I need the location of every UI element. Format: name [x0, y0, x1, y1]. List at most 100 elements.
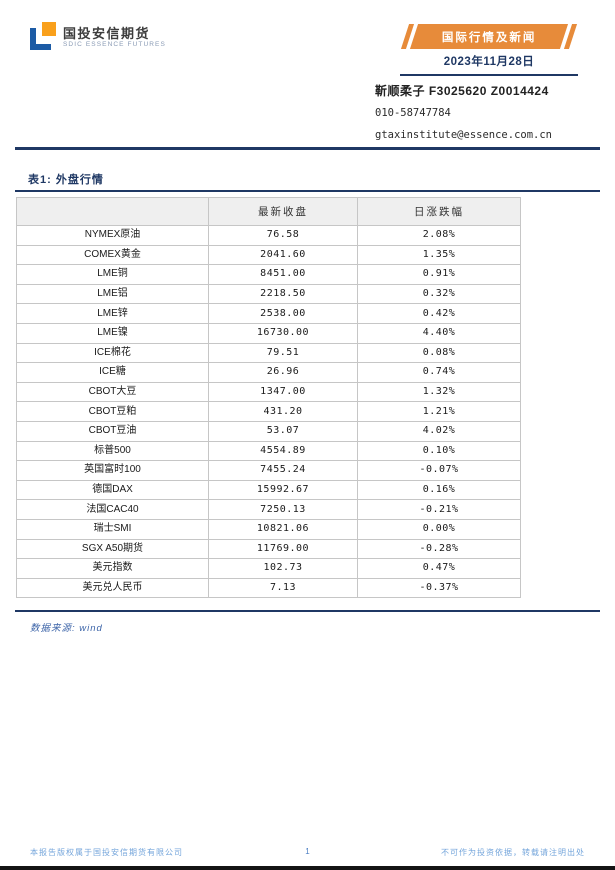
cell-close: 1347.00: [208, 381, 358, 403]
cell-close: 26.96: [208, 362, 358, 383]
cell-close: 7455.24: [208, 460, 358, 481]
data-source-note: 数据来源: wind: [30, 623, 103, 634]
cell-close: 7.13: [208, 577, 358, 599]
table-row: 标普500 4554.89 0.10%: [16, 440, 521, 462]
cell-close: 16730.00: [208, 322, 358, 344]
footer-page-number: 1: [305, 847, 310, 856]
cell-close: 10821.06: [208, 518, 358, 540]
banner-body: 国际行情及新闻: [409, 24, 569, 49]
cell-instrument: CBOT豆粕: [16, 401, 209, 422]
table-row: LME铝 2218.50 0.32%: [16, 283, 521, 305]
cell-change: -0.28%: [357, 538, 521, 560]
cell-change: 0.16%: [357, 479, 521, 501]
cell-change: 0.32%: [357, 283, 521, 305]
table-row: 瑞士SMI 10821.06 0.00%: [16, 518, 521, 540]
cell-close: 8451.00: [208, 264, 358, 285]
brand-name-en: SDIC ESSENCE FUTURES: [63, 41, 166, 48]
page-bottom-edge: [0, 866, 615, 870]
cell-close: 2041.60: [208, 244, 358, 266]
report-date-block: 2023年11月28日: [400, 52, 578, 76]
table-row: 法国CAC40 7250.13 -0.21%: [16, 499, 521, 520]
cell-instrument: SGX A50期货: [16, 538, 209, 560]
cell-change: -0.37%: [357, 577, 521, 599]
analyst-block: 靳顺柔子 F3025620 Z0014424 010-58747784 gtax…: [375, 80, 552, 146]
cell-instrument: LME锌: [16, 303, 209, 324]
cell-instrument: ICE糖: [16, 362, 209, 383]
table-row: 美元指数 102.73 0.47%: [16, 558, 521, 579]
cell-close: 15992.67: [208, 479, 358, 501]
cell-close: 11769.00: [208, 538, 358, 560]
cell-close: 79.51: [208, 342, 358, 364]
analyst-email[interactable]: gtaxinstitute@essence.com.cn: [375, 129, 553, 141]
cell-instrument: 美元兑人民币: [16, 577, 209, 599]
cell-change: 4.40%: [357, 322, 521, 344]
cell-instrument: LME镍: [16, 322, 209, 344]
cell-change: 0.42%: [357, 303, 521, 324]
cell-change: 0.10%: [357, 440, 521, 462]
table-top-rule: [15, 190, 600, 192]
table-row: COMEX黄金 2041.60 1.35%: [16, 244, 521, 266]
column-header-close: 最新收盘: [208, 197, 358, 226]
cell-change: 1.35%: [357, 244, 521, 266]
cell-close: 431.20: [208, 401, 358, 422]
cell-instrument: 英国富时100: [16, 460, 209, 481]
analyst-phone: 010-58747784: [375, 107, 451, 119]
cell-close: 2538.00: [208, 303, 358, 324]
cell-close: 7250.13: [208, 499, 358, 520]
table-row: CBOT大豆 1347.00 1.32%: [16, 381, 521, 403]
brand-logo: 国投安信期货 SDIC ESSENCE FUTURES: [30, 22, 166, 50]
cell-instrument: NYMEX原油: [16, 225, 209, 246]
page-footer: 本报告版权属于国投安信期货有限公司 1 不可作为投资依据，转载请注明出处: [0, 847, 615, 861]
footer-disclaimer: 不可作为投资依据，转载请注明出处: [441, 848, 585, 857]
table-row: LME铜 8451.00 0.91%: [16, 264, 521, 285]
table-bottom-rule: [15, 610, 600, 612]
table-header-row: 最新收盘 日涨跌幅: [16, 197, 521, 226]
cell-instrument: 德国DAX: [16, 479, 209, 501]
table-title: 表1: 外盘行情: [28, 174, 104, 186]
external-market-table: 最新收盘 日涨跌幅 NYMEX原油 76.58 2.08% COMEX黄金 20…: [16, 197, 521, 599]
table-row: NYMEX原油 76.58 2.08%: [16, 225, 521, 246]
cell-instrument: ICE棉花: [16, 342, 209, 364]
cell-close: 4554.89: [208, 440, 358, 462]
logo-orange-square: [42, 22, 56, 36]
cell-close: 102.73: [208, 558, 358, 579]
cell-change: 0.47%: [357, 558, 521, 579]
header-divider-rule: [15, 147, 600, 150]
cube-logo-icon: [30, 22, 57, 50]
cell-change: 0.08%: [357, 342, 521, 364]
cell-instrument: 瑞士SMI: [16, 518, 209, 540]
table-row: CBOT豆油 53.07 4.02%: [16, 420, 521, 442]
cell-change: -0.07%: [357, 460, 521, 481]
cell-change: 1.32%: [357, 381, 521, 403]
table-row: 英国富时100 7455.24 -0.07%: [16, 460, 521, 481]
cell-instrument: COMEX黄金: [16, 244, 209, 266]
cell-instrument: CBOT大豆: [16, 381, 209, 403]
table-row: ICE棉花 79.51 0.08%: [16, 342, 521, 364]
table-body: NYMEX原油 76.58 2.08% COMEX黄金 2041.60 1.35…: [16, 225, 521, 599]
column-header-instrument: [16, 197, 209, 226]
table-row: SGX A50期货 11769.00 -0.28%: [16, 538, 521, 560]
brand-name-cn: 国投安信期货: [63, 26, 151, 41]
table-row: LME镍 16730.00 4.40%: [16, 322, 521, 344]
cell-change: -0.21%: [357, 499, 521, 520]
analyst-name: 靳顺柔子 F3025620 Z0014424: [375, 84, 549, 98]
cell-instrument: LME铝: [16, 283, 209, 305]
table-row: 德国DAX 15992.67 0.16%: [16, 479, 521, 501]
cell-change: 2.08%: [357, 225, 521, 246]
table-row: LME锌 2538.00 0.42%: [16, 303, 521, 324]
table-header: 最新收盘 日涨跌幅: [16, 197, 521, 226]
logo-blue-l-shape: [30, 28, 51, 50]
cell-instrument: LME铜: [16, 264, 209, 285]
cell-change: 0.74%: [357, 362, 521, 383]
cell-change: 0.91%: [357, 264, 521, 285]
table-row: CBOT豆粕 431.20 1.21%: [16, 401, 521, 422]
banner-label: 国际行情及新闻: [441, 31, 537, 44]
cell-close: 53.07: [208, 420, 358, 442]
cell-change: 0.00%: [357, 518, 521, 540]
cell-close: 2218.50: [208, 283, 358, 305]
cell-instrument: 美元指数: [16, 558, 209, 579]
cell-change: 4.02%: [357, 420, 521, 442]
brand-text: 国投安信期货 SDIC ESSENCE FUTURES: [63, 22, 166, 49]
cell-instrument: 标普500: [16, 440, 209, 462]
table-row: 美元兑人民币 7.13 -0.37%: [16, 577, 521, 599]
